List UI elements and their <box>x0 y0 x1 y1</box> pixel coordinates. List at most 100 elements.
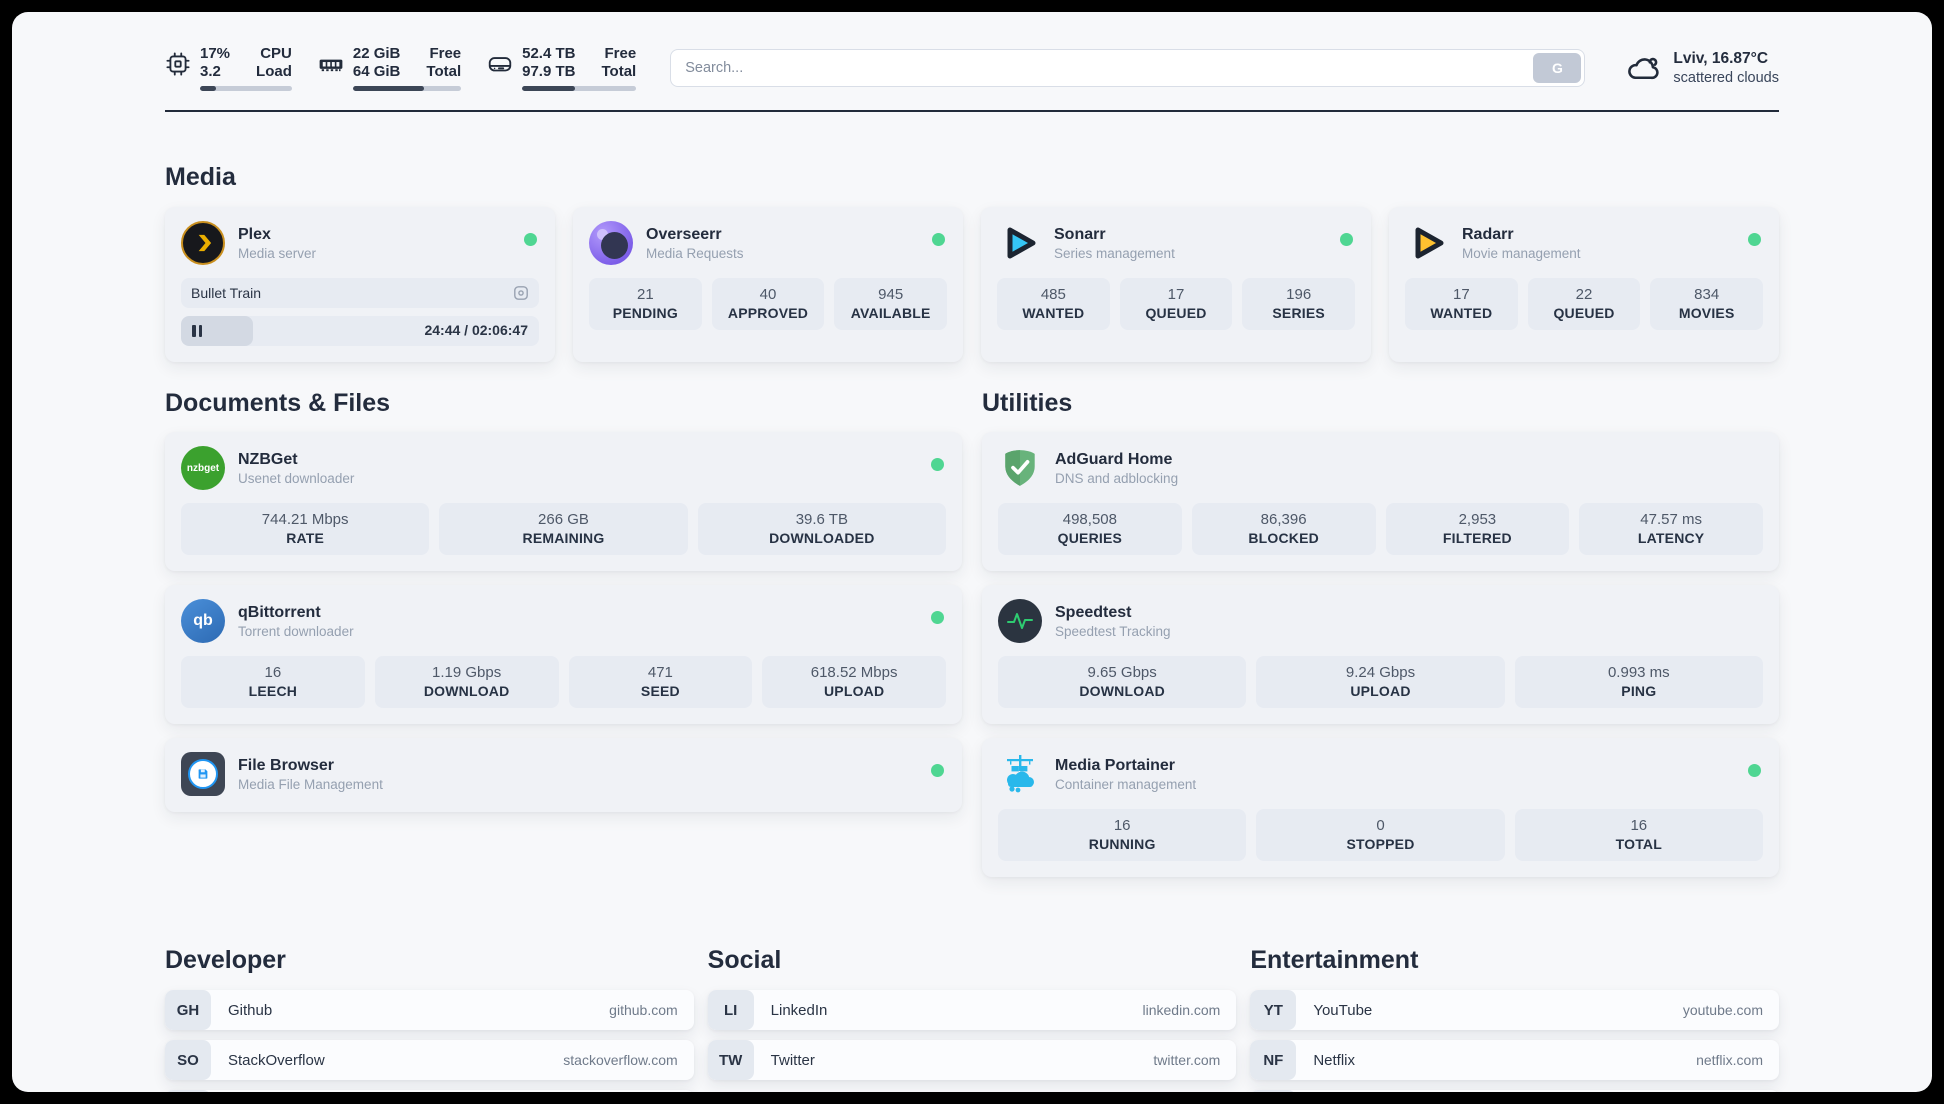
stat-label: APPROVED <box>727 305 809 321</box>
stat-box: 9.65 Gbps DOWNLOAD <box>998 656 1247 708</box>
app-subtitle: Speedtest Tracking <box>1055 623 1171 639</box>
stat-label: RUNNING <box>1088 836 1156 852</box>
stat-label: DOWNLOAD <box>423 683 510 699</box>
bookmark-badge: RE <box>1250 1090 1297 1092</box>
stat-label: QUEUED <box>1553 305 1615 321</box>
bookmark-name: Github <box>228 1001 273 1019</box>
bookmark-link-linkedin[interactable]: LI LinkedIn linkedin.com <box>707 990 1237 1030</box>
bookmark-link-stackoverflow[interactable]: SO StackOverflow stackoverflow.com <box>165 1040 694 1080</box>
stat-box: 17 QUEUED <box>1119 278 1233 330</box>
stat-value: 22 <box>1575 286 1593 303</box>
section-title-documents: Documents & Files <box>165 389 391 417</box>
now-playing-title: Bullet Train <box>191 285 262 301</box>
app-subtitle: Movie management <box>1462 245 1581 261</box>
search-input[interactable] <box>670 49 1586 87</box>
stat-label: DOWNLOAD <box>1079 683 1165 699</box>
stat-value: 39.6 TB <box>795 511 848 528</box>
stat-value: 834 <box>1694 286 1720 303</box>
status-dot <box>1748 764 1761 777</box>
stat-box: 16 TOTAL <box>1514 809 1763 861</box>
bookmarks-developer: Developer GH Github github.com SO StackO… <box>165 945 694 1092</box>
stat-box: 196 SERIES <box>1242 278 1356 330</box>
top-bar: 17% CPU 3.2 Load <box>165 40 1779 96</box>
stat-label: RATE <box>286 530 325 546</box>
app-card-speedtest[interactable]: Speedtest Speedtest Tracking 9.65 Gbps D… <box>982 585 1779 724</box>
stat-box: 86,396 BLOCKED <box>1191 503 1376 555</box>
filebrowser-icon <box>181 752 225 796</box>
bookmark-name: YouTube <box>1313 1001 1373 1019</box>
status-dot <box>931 611 944 624</box>
app-name: NZBGet <box>238 450 298 468</box>
speedtest-icon <box>998 599 1042 643</box>
app-card-filebrowser[interactable]: File Browser Media File Management <box>165 738 962 812</box>
sonarr-icon <box>997 221 1041 265</box>
stat-value: 9.65 Gbps <box>1087 664 1157 681</box>
stat-box: 47.57 ms LATENCY <box>1579 503 1763 555</box>
stat-value: 945 <box>878 286 904 303</box>
stat-value: 17 <box>1452 286 1470 303</box>
stat-value: 9.24 Gbps <box>1345 664 1416 681</box>
app-card-plex[interactable]: Plex Media server Bullet Train <box>165 207 555 362</box>
ram-total-label: Total <box>426 63 462 80</box>
bookmark-link-youtube[interactable]: YT YouTube youtube.com <box>1250 990 1779 1030</box>
stat-value: 618.52 Mbps <box>810 664 898 681</box>
app-card-portainer[interactable]: Media Portainer Container management 16 … <box>982 738 1779 877</box>
app-name: Radarr <box>1462 225 1514 243</box>
status-dot <box>931 764 944 777</box>
weather-condition: scattered clouds <box>1673 70 1779 86</box>
disk-free-value: 52.4 TB <box>522 45 576 62</box>
stat-label: SERIES <box>1272 305 1325 321</box>
bookmark-link-netflix[interactable]: NF Netflix netflix.com <box>1250 1040 1779 1080</box>
bookmark-link-twitter[interactable]: TW Twitter twitter.com <box>707 1040 1237 1080</box>
search-bar: G <box>670 49 1586 87</box>
app-card-nzbget[interactable]: nzbget NZBGet Usenet downloader 744.21 M… <box>165 432 962 571</box>
app-subtitle: DNS and adblocking <box>1055 470 1179 486</box>
app-card-overseerr[interactable]: Overseerr Media Requests 21 PENDING 40 A… <box>573 207 963 362</box>
weather-widget: Lviv, 16.87°C scattered clouds <box>1625 49 1779 87</box>
bookmark-url: youtube.com <box>1682 1002 1763 1018</box>
cpu-label: CPU <box>260 45 292 62</box>
section-title-social: Social <box>707 946 782 974</box>
stat-label: PING <box>1621 683 1657 699</box>
bookmark-url: netflix.com <box>1696 1052 1763 1068</box>
stat-label: STOPPED <box>1346 836 1415 852</box>
stat-value: 16 <box>264 664 282 681</box>
search-engine-button[interactable]: G <box>1533 53 1582 83</box>
media-grid: Plex Media server Bullet Train <box>165 207 1779 362</box>
cast-icon[interactable] <box>513 285 529 301</box>
app-card-qbittorrent[interactable]: qb qBittorrent Torrent downloader 16 LEE… <box>165 585 962 724</box>
app-card-radarr[interactable]: Radarr Movie management 17 WANTED 22 QUE… <box>1389 207 1779 362</box>
stat-label: UPLOAD <box>1350 683 1411 699</box>
stat-value: 744.21 Mbps <box>261 511 349 528</box>
stat-label: LEECH <box>248 683 298 699</box>
app-name: File Browser <box>238 756 335 774</box>
stat-value: 498,508 <box>1062 511 1117 528</box>
bookmark-link-dev[interactable]: DT DEV dev.to <box>165 1090 694 1092</box>
bookmark-link-github[interactable]: GH Github github.com <box>165 990 694 1030</box>
stat-box: 1.19 Gbps DOWNLOAD <box>374 656 559 708</box>
ram-progressbar <box>352 86 462 91</box>
app-name: Media Portainer <box>1055 756 1176 774</box>
bookmark-url: linkedin.com <box>1142 1002 1221 1018</box>
disk-free-label: Free <box>604 45 637 62</box>
app-card-sonarr[interactable]: Sonarr Series management 485 WANTED 17 Q… <box>981 207 1371 362</box>
stat-label: MOVIES <box>1678 305 1735 321</box>
cpu-icon <box>165 51 191 77</box>
bookmark-link-reddit[interactable]: RE Reddit reddit.com <box>1250 1090 1779 1092</box>
stat-label: TOTAL <box>1615 836 1662 852</box>
app-subtitle: Media Requests <box>646 245 744 261</box>
app-name: Sonarr <box>1054 225 1106 243</box>
dashboard-panel: 17% CPU 3.2 Load <box>12 12 1932 1092</box>
cpu-load-value: 3.2 <box>200 63 221 80</box>
app-name: Overseerr <box>646 225 722 243</box>
stat-value: 0 <box>1376 817 1385 834</box>
stat-box: 834 MOVIES <box>1650 278 1764 330</box>
stat-value: 2,953 <box>1458 511 1497 528</box>
pause-icon[interactable] <box>192 325 202 337</box>
ram-free-label: Free <box>429 45 462 62</box>
stat-value: 21 <box>636 286 654 303</box>
bookmark-name: Netflix <box>1313 1051 1356 1069</box>
playback-progressbar: 24:44 / 02:06:47 <box>181 316 539 346</box>
app-card-adguard[interactable]: AdGuard Home DNS and adblocking 498,508 … <box>982 432 1779 571</box>
qbittorrent-icon: qb <box>181 599 225 643</box>
